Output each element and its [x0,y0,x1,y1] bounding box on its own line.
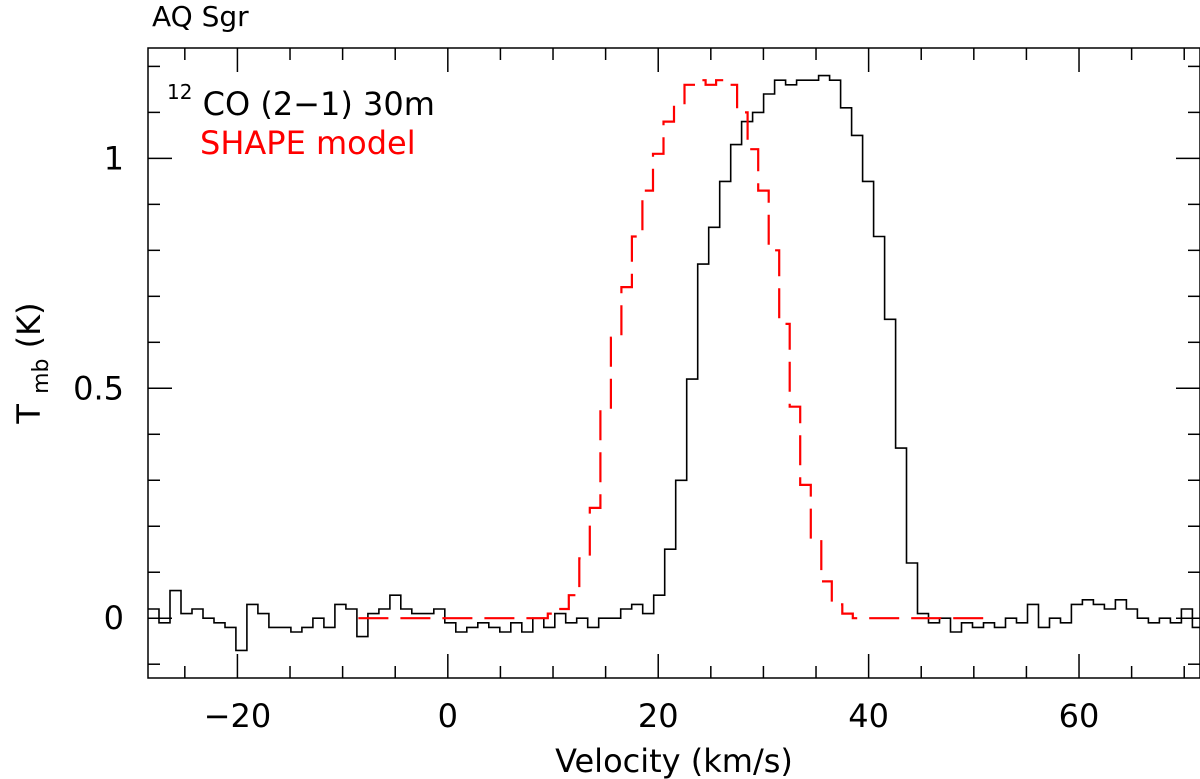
x-tick-label: 20 [638,697,679,735]
y-axis-label-sub: mb [29,359,54,394]
x-axis-label: Velocity (km/s) [555,742,793,779]
x-axis-ticks: −20 0 20 40 60 [184,48,1185,735]
y-axis-label: T mb (K) [10,302,56,424]
chart-title: AQ Sgr [152,0,249,33]
x-tick-label: 0 [438,697,458,735]
x-tick-label: 60 [1059,697,1100,735]
y-tick-label: 0 [104,599,124,637]
x-tick-label: 40 [848,697,889,735]
x-tick-label: −20 [204,697,272,735]
model-spectrum-line [358,79,990,620]
y-tick-label: 1 [104,139,124,177]
y-axis-label-unit: (K) [10,302,48,348]
y-axis-ticks: 00.51 [73,65,1200,665]
legend-observed-label: CO (2−1) 30m [203,85,435,123]
y-axis-label-main: T [10,404,48,425]
y-tick-label: 0.5 [73,369,124,407]
legend-model: SHAPE model [200,124,416,162]
legend-observed: 12 CO (2−1) 30m [167,69,435,123]
plot-frame [147,47,1200,679]
observed-spectrum-line [148,74,1200,652]
isotope-superscript: 12 [167,80,192,104]
